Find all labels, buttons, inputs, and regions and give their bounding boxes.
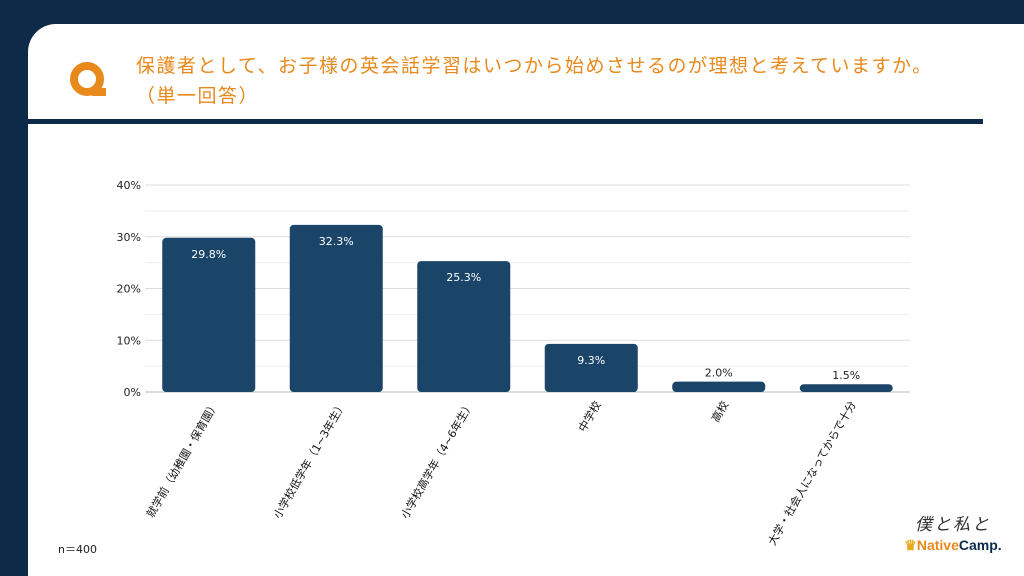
data-label: 25.3%: [446, 271, 481, 284]
x-tick-label: 就学前（幼稚園・保育園）: [143, 399, 221, 520]
y-tick-label: 30%: [117, 231, 141, 244]
x-tick-label: 中学校: [575, 399, 604, 435]
bar: [544, 343, 638, 392]
question-title: 保護者として、お子様の英会話学習はいつから始めさせるのが理想と考えていますか。 …: [136, 51, 996, 111]
y-tick-label: 0%: [124, 386, 141, 399]
data-label: 9.3%: [577, 354, 605, 367]
question-text: 保護者として、お子様の英会話学習はいつから始めさせるのが理想と考えていますか。: [136, 55, 933, 77]
bar: [162, 237, 256, 392]
bar: [417, 261, 511, 392]
x-tick-label: 高校: [708, 399, 731, 425]
header-divider: [28, 119, 983, 124]
bar: [289, 224, 383, 392]
data-label: 2.0%: [705, 367, 733, 380]
brand-camp: Camp.: [958, 537, 1002, 553]
x-tick-label: 小学校低学年（1~3年生）: [270, 399, 349, 521]
data-label: 32.3%: [319, 235, 354, 248]
y-tick-label: 10%: [117, 334, 141, 347]
bar: [799, 384, 893, 392]
nativecamp-logo: 僕と私と ♛NativeCamp.: [888, 510, 1018, 554]
y-tick-label: 40%: [117, 179, 141, 192]
sample-size: n＝400: [58, 543, 97, 556]
handwritten-logo: 僕と私と: [915, 515, 991, 535]
x-tick-label: 大学・社会人になってからで十分: [765, 399, 859, 548]
brand-native: Native: [916, 537, 959, 553]
bar: [672, 381, 766, 392]
question-subtext: （単一回答）: [136, 85, 260, 107]
x-tick-label: 小学校高学年（4~6年生）: [398, 399, 477, 521]
question-q-icon: [70, 62, 106, 96]
data-label: 29.8%: [191, 248, 226, 261]
crown-icon: ♛: [904, 537, 917, 553]
data-label: 1.5%: [832, 369, 860, 382]
y-tick-label: 20%: [117, 283, 141, 296]
